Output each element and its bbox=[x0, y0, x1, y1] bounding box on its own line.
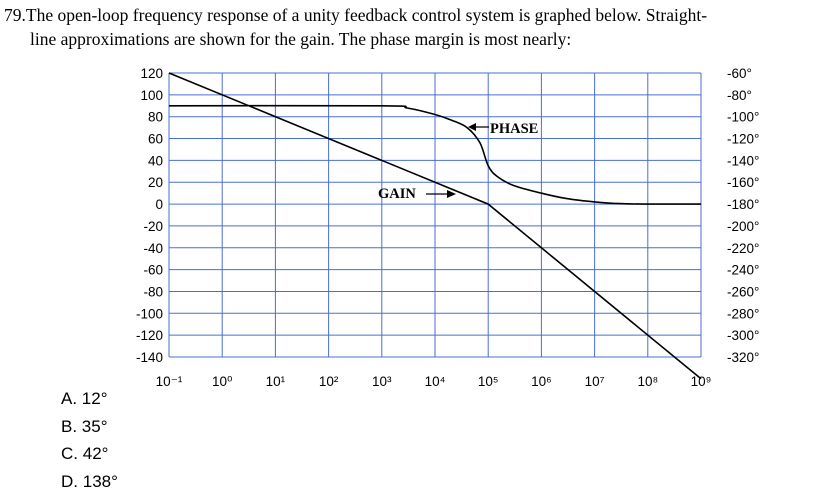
x-tick-label: 10⁸ bbox=[637, 374, 658, 389]
choice-b[interactable]: B. 35° bbox=[61, 413, 118, 441]
x-tick-label: 10² bbox=[319, 374, 339, 389]
y-right-tick-label: -160° bbox=[727, 175, 759, 190]
answer-choices: A. 12° B. 35° C. 42° D. 138° bbox=[61, 385, 118, 495]
y-left-tick-label: -80 bbox=[143, 284, 163, 299]
x-tick-label: 10¹ bbox=[266, 374, 286, 389]
y-right-tick-label: -280° bbox=[727, 306, 759, 321]
y-left-tick-label: 0 bbox=[155, 197, 163, 212]
y-right-tick-label: -300° bbox=[727, 328, 759, 343]
y-left-tick-label: -40 bbox=[143, 241, 163, 256]
gain-arrow-head bbox=[447, 190, 456, 198]
phase-annotation-label: PHASE bbox=[490, 121, 538, 137]
y-left-tick-label: 20 bbox=[148, 175, 163, 190]
y-left-tick-label: -140 bbox=[136, 350, 163, 365]
y-left-tick-label: -120 bbox=[136, 328, 163, 343]
y-right-tick-label: -80° bbox=[727, 88, 752, 103]
choice-c[interactable]: C. 42° bbox=[61, 440, 118, 468]
x-tick-label: 10⁰ bbox=[212, 374, 232, 389]
y-right-tick-label: -100° bbox=[727, 110, 759, 125]
x-tick-label: 10⁵ bbox=[478, 374, 499, 389]
annotations: PHASE GAIN bbox=[378, 121, 538, 202]
y-left-tick-label: 80 bbox=[148, 110, 163, 125]
x-tick-label: 10⁻¹ bbox=[156, 374, 183, 389]
y-left-tick-label: 100 bbox=[140, 88, 163, 103]
y-left-tick-label: 40 bbox=[148, 153, 163, 168]
y-left-tick-label: 120 bbox=[140, 66, 163, 81]
x-tick-label: 10⁷ bbox=[585, 374, 605, 389]
choice-d[interactable]: D. 138° bbox=[61, 468, 118, 495]
plot-grid bbox=[169, 73, 701, 357]
y-right-tick-label: -60° bbox=[727, 66, 752, 81]
x-tick-label: 10⁴ bbox=[425, 374, 446, 389]
x-tick-label: 10⁹ bbox=[691, 374, 712, 389]
y-left-tick-label: -20 bbox=[143, 219, 163, 234]
x-tick-label: 10⁶ bbox=[531, 374, 552, 389]
y-right-tick-label: -240° bbox=[727, 263, 759, 278]
y-right-tick-label: -180° bbox=[727, 197, 759, 212]
y-right-tick-label: -120° bbox=[727, 132, 759, 147]
y-right-tick-label: -260° bbox=[727, 284, 759, 299]
y-left-tick-label: 60 bbox=[148, 132, 163, 147]
y-right-tick-label: -320° bbox=[727, 350, 759, 365]
y-left-tick-label: -100 bbox=[136, 306, 163, 321]
choice-a[interactable]: A. 12° bbox=[61, 385, 118, 413]
y-right-tick-label: -220° bbox=[727, 241, 759, 256]
gain-annotation-label: GAIN bbox=[378, 186, 416, 202]
y-right-tick-label: -140° bbox=[727, 153, 759, 168]
x-tick-label: 10³ bbox=[372, 374, 392, 389]
bode-plot: 120 100 80 60 40 20 0 -20 -40 -60 -80 -100 -120 -140 -… bbox=[0, 0, 838, 484]
tick-labels: 120 100 80 60 40 20 0 -20 -40 -60 -80 -100 -120 -140 -… bbox=[136, 66, 759, 389]
y-left-tick-label: -60 bbox=[143, 263, 163, 278]
y-right-tick-label: -200° bbox=[727, 219, 759, 234]
